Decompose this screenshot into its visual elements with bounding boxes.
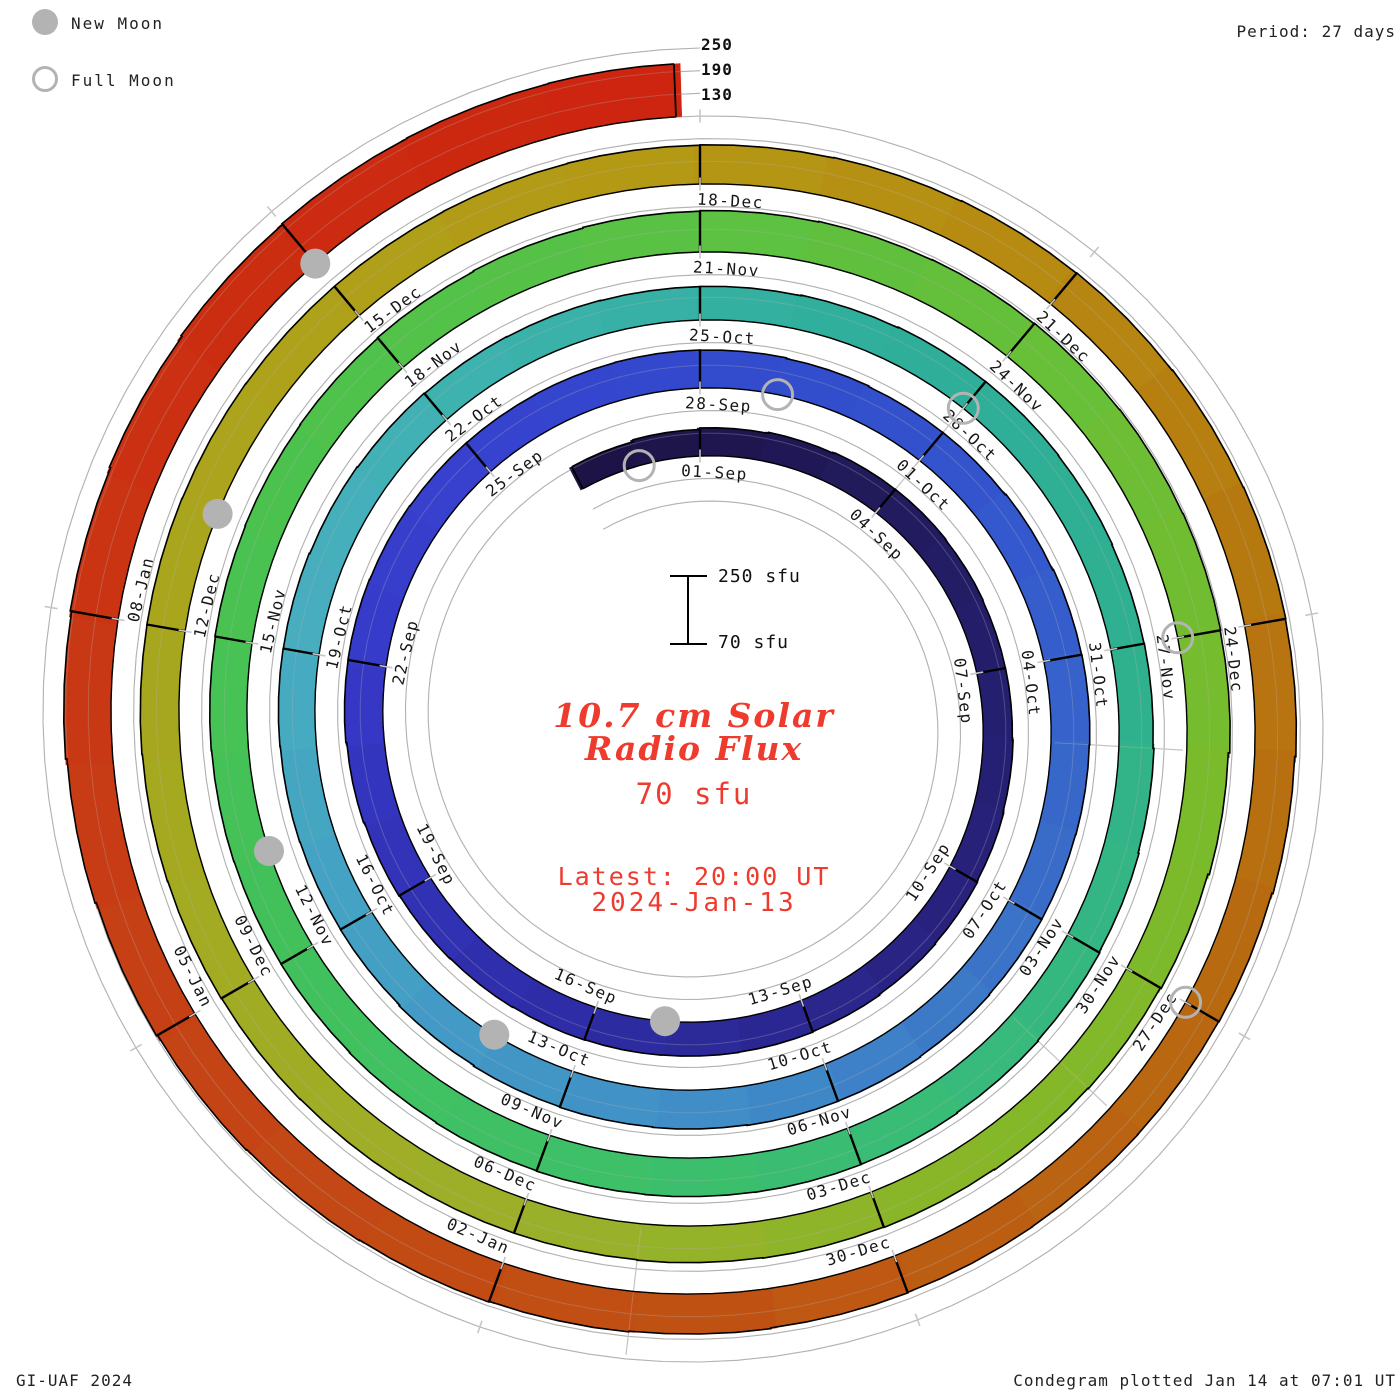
- date-label-18-Dec: 18-Dec: [697, 189, 765, 212]
- flux-day-segment: [694, 144, 840, 198]
- flux-day-segment: [1167, 745, 1229, 880]
- chart-title-line2: Radio Flux: [584, 729, 804, 768]
- flux-day-segment: [278, 644, 320, 751]
- baseline-flux-label: 70 sfu: [635, 777, 753, 811]
- radial-axis-label-250: 250: [701, 35, 733, 54]
- period-label: Period: 27 days: [1236, 22, 1396, 41]
- scale-bar: [687, 576, 689, 644]
- new-moon-marker-2023-Sep-15: [650, 1006, 680, 1037]
- grid-ticks: [44, 109, 1319, 1334]
- new-moon-icon: [32, 9, 58, 35]
- flux-day-segment: [595, 286, 705, 335]
- full-moon-marker-2023-Sep-29: [761, 378, 795, 412]
- scale-bar-top-cap: [670, 575, 707, 577]
- date-label-21-Nov: 21-Nov: [693, 257, 761, 280]
- flux-day-segment: [542, 63, 683, 137]
- new-moon-marker-2023-Nov-13: [254, 836, 284, 866]
- flux-day-segment: [622, 1287, 777, 1335]
- flux-day-segment: [1078, 540, 1146, 654]
- flux-day-segment: [63, 604, 120, 766]
- date-label-27-Nov: 27-Nov: [1153, 633, 1180, 702]
- flux-day-segment: [1232, 748, 1296, 900]
- flux-day-segment: [648, 1085, 752, 1130]
- flux-day-segment: [468, 226, 597, 309]
- full-moon-marker-2023-Aug-31: [622, 449, 656, 483]
- latest-date-label: 2024-Jan-13: [591, 888, 797, 918]
- flux-day-segment: [279, 740, 336, 846]
- full-moon-marker-2023-Dec-27: [1169, 985, 1203, 1019]
- legend-new-moon-label: New Moon: [71, 14, 165, 33]
- full-moon-marker-2023-Oct-28: [946, 391, 980, 425]
- flux-band: [63, 63, 1297, 1335]
- scale-bar-bottom-cap: [670, 643, 707, 645]
- legend-full-moon-label: Full Moon: [71, 71, 176, 90]
- new-moon-marker-2023-Dec-13: [202, 498, 233, 529]
- new-moon-marker-2023-Oct-14: [479, 1019, 510, 1050]
- radial-axis-label-130: 130: [701, 85, 733, 104]
- scale-top-label: 250 sfu: [718, 566, 801, 587]
- flux-day-segment: [640, 1152, 760, 1197]
- scale-bottom-label: 70 sfu: [718, 632, 790, 653]
- date-label-25-Oct: 25-Oct: [689, 325, 757, 348]
- latest-time-label: Latest: 20:00 UT: [557, 862, 831, 891]
- plotted-timestamp-label: Condegram plotted Jan 14 at 07:01 UT: [1013, 1371, 1396, 1390]
- moon-markers: [202, 248, 1203, 1050]
- full-moon-icon: [32, 66, 58, 92]
- flux-day-segment: [502, 299, 612, 370]
- flux-day-segment: [66, 750, 141, 910]
- flux-day-segment: [531, 361, 627, 430]
- flux-day-segment: [631, 1220, 768, 1263]
- full-moon-marker-2023-Nov-27: [1161, 621, 1195, 655]
- date-label-28-Sep: 28-Sep: [685, 393, 753, 416]
- chart-title-line1: 10.7 cm Solar: [553, 696, 835, 735]
- new-moon-marker-2024-Jan-11: [300, 248, 331, 279]
- flux-day-segment: [562, 144, 706, 203]
- credit-label: GI-UAF 2024: [16, 1371, 133, 1390]
- radial-axis-label-190: 190: [701, 60, 733, 79]
- flux-day-segment: [209, 631, 254, 756]
- date-label-01-Sep: 01-Sep: [681, 461, 749, 484]
